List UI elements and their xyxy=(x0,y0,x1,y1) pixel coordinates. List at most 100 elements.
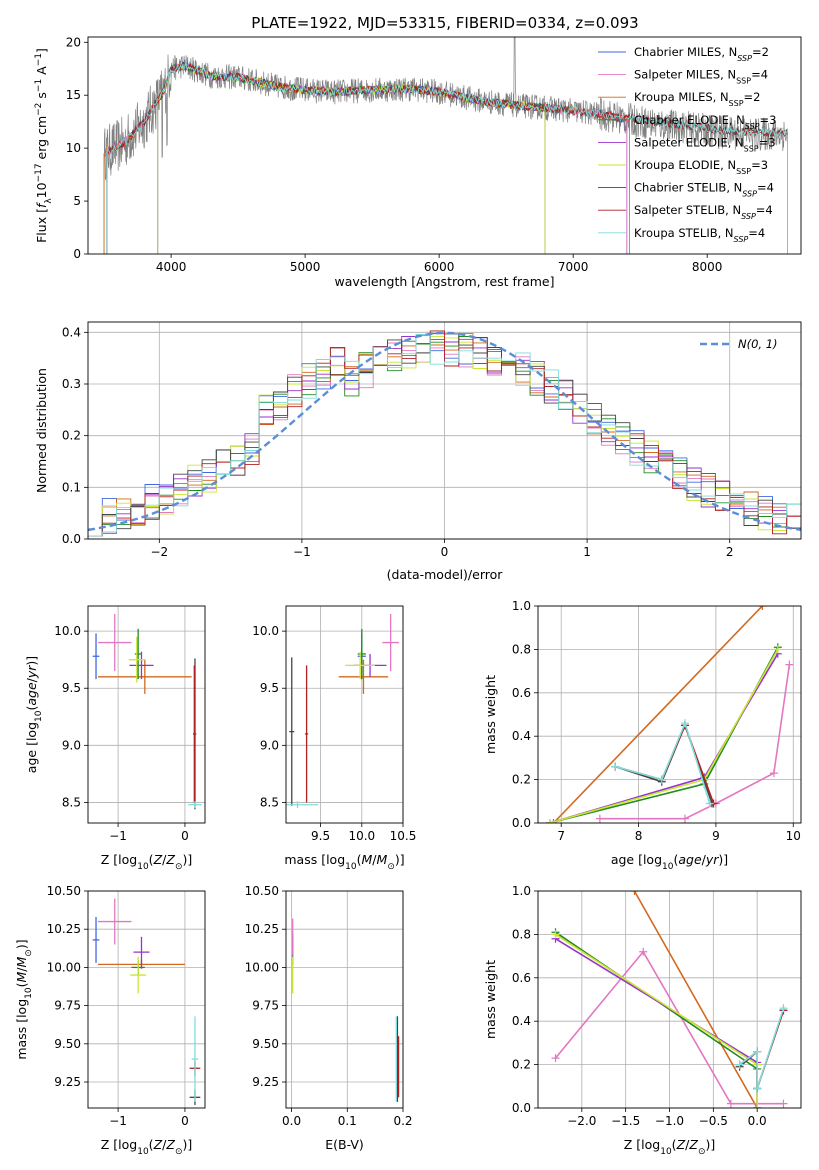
mass-vs-z-ytick-label: 9.50 xyxy=(54,1037,81,1051)
residuals-xtick-label: 1 xyxy=(583,545,591,559)
mass-weight-marker xyxy=(639,947,648,956)
mass-weight-line xyxy=(549,646,779,823)
age-vs-mass-ytick-label: 8.5 xyxy=(260,795,279,809)
age-vs-mass-ytick-label: 10.0 xyxy=(252,624,279,638)
mass-weight-marker xyxy=(773,645,782,654)
spectrum-ytick-label: 20 xyxy=(66,35,81,49)
legend-label: Chabrier STELIB, NSSP=4 xyxy=(634,181,774,199)
legend-label: Salpeter ELODIE, NSSP=3 xyxy=(634,135,776,153)
mass-weight-marker xyxy=(705,799,714,808)
mass-weight-vs-z-xtick-label: −1.5 xyxy=(611,1114,640,1128)
mass-weight-vs-z-panel: −2.0 −1.5 −1.0 −0.5 0.0 0.0 0.2 0.4 0.6 0.8 1.0 Z [… xyxy=(483,884,802,1157)
spectrum-ytick-label: 10 xyxy=(66,141,81,155)
spectrum-plot-area xyxy=(103,37,788,254)
spectrum-xtick-label: 6000 xyxy=(424,260,455,274)
legend-label: Kroupa ELODIE, NSSP=3 xyxy=(634,158,768,176)
mass-weight-line xyxy=(599,664,791,820)
age-vs-z-plot-area xyxy=(92,613,202,810)
age-vs-z-xtick-label: −1 xyxy=(109,829,127,843)
mass-weight-marker xyxy=(630,891,639,895)
mass-weight-vs-age-xlabel: age [log10(age/yr)] xyxy=(611,852,728,872)
mass-vs-ebv-ytick-label: 9.50 xyxy=(252,1037,279,1051)
mass-vs-ebv-plot-area xyxy=(292,918,400,1102)
age-vs-z-panel: −1 0 8.5 9.0 9.5 10.0 Z [log10(Z/Z⊙)] age [log1… xyxy=(24,605,206,872)
mass-weight-marker xyxy=(726,1099,735,1108)
mass-weight-vs-age-plot-area xyxy=(545,606,794,823)
mass-vs-z-ytick-label: 10.25 xyxy=(47,922,81,936)
age-vs-mass-xlabel: mass [log10(M/M⊙)] xyxy=(284,852,404,872)
mass-vs-ebv-xtick-label: 0.0 xyxy=(282,1114,301,1128)
mass-vs-z-xtick-label: 0 xyxy=(181,1114,189,1128)
spectrum-xtick-label: 5000 xyxy=(290,260,321,274)
mass-weight-vs-age-frame xyxy=(537,605,802,824)
mass-vs-z-xlabel: Z [log10(Z/Z⊙)] xyxy=(101,1137,193,1157)
age-vs-mass-plot-area xyxy=(286,613,399,809)
spectrum-ytick-label: 5 xyxy=(73,194,81,208)
mass-weight-vs-age-panel: 7 8 9 10 0.0 0.2 0.4 0.6 0.8 1.0 age [log10(age/yr… xyxy=(483,599,802,872)
mass-weight-marker xyxy=(758,606,767,610)
mass-vs-z-plot-area xyxy=(92,898,201,1105)
spectrum-xtick-label: 8000 xyxy=(692,260,723,274)
legend-label: Salpeter MILES, NSSP=4 xyxy=(634,68,768,86)
mass-weight-vs-z-xtick-label: −1.0 xyxy=(655,1114,684,1128)
mass-vs-ebv-ytick-label: 10.00 xyxy=(245,960,279,974)
spectrum-ylabel: Flux [fλ10−17 erg cm−2 s−1 A−1] xyxy=(34,48,54,243)
mass-vs-z-panel: −1 0 9.25 9.50 9.75 10.00 10.25 10.50 Z [log10(Z… xyxy=(14,884,206,1157)
mass-weight-vs-age-ytick-label: 0.8 xyxy=(512,642,531,656)
mass-vs-z-frame xyxy=(87,890,206,1109)
residuals-panel: −2 −1 0 1 2 0.0 0.1 0.2 0.3 0.4 N(0, 1) (data-model… xyxy=(34,321,802,582)
mass-weight-marker xyxy=(680,719,689,728)
residuals-xtick-label: 2 xyxy=(726,545,734,559)
mass-weight-marker xyxy=(611,762,620,771)
mass-vs-ebv-xlabel: E(B-V) xyxy=(325,1137,364,1152)
mass-vs-z-xtick-label: −1 xyxy=(109,1114,127,1128)
residuals-xtick-label: 0 xyxy=(441,545,449,559)
mass-vs-ebv-xtick-label: 0.1 xyxy=(338,1114,357,1128)
mass-weight-marker xyxy=(735,1060,744,1069)
spectrum-frame xyxy=(87,36,802,255)
mass-weight-line xyxy=(615,723,715,804)
mass-weight-marker xyxy=(549,819,558,823)
mass-weight-vs-age-ytick-label: 0.6 xyxy=(512,686,531,700)
mass-weight-vs-z-ytick-label: 1.0 xyxy=(512,884,531,898)
spectrum-panel: 4000 5000 6000 7000 8000 0 5 10 15 20 wavelength [… xyxy=(34,35,802,289)
legend-label: Kroupa MILES, NSSP=2 xyxy=(634,90,760,108)
mass-weight-line xyxy=(739,1007,785,1089)
age-vs-mass-ytick-label: 9.5 xyxy=(260,681,279,695)
mass-weight-vs-z-xtick-label: 0.0 xyxy=(748,1114,767,1128)
residuals-xlabel: (data-model)/error xyxy=(387,567,504,582)
mass-weight-vs-z-plot-area xyxy=(551,891,788,1108)
mass-weight-vs-age-xtick-label: 8 xyxy=(635,829,643,843)
age-vs-z-ytick-label: 8.5 xyxy=(62,795,81,809)
mass-weight-vs-age-ytick-label: 0.4 xyxy=(512,729,531,743)
age-vs-mass-xtick-label: 10.0 xyxy=(348,829,375,843)
residuals-ylabel: Normed distribution xyxy=(34,368,49,493)
mass-vs-ebv-xtick-label: 0.2 xyxy=(393,1114,412,1128)
normal-curve xyxy=(88,331,801,532)
mass-weight-marker xyxy=(595,814,604,823)
mass-weight-marker xyxy=(657,775,666,784)
mass-weight-marker xyxy=(769,769,778,778)
normal-legend-label: N(0, 1) xyxy=(738,337,778,351)
spectrum-ytick-label: 0 xyxy=(73,247,81,261)
mass-weight-marker xyxy=(779,1099,788,1108)
mass-vs-z-ytick-label: 10.50 xyxy=(47,884,81,898)
mass-weight-marker xyxy=(753,1104,762,1108)
age-vs-z-xtick-label: 0 xyxy=(181,829,189,843)
mass-weight-vs-age-xtick-label: 7 xyxy=(557,829,565,843)
mass-weight-marker xyxy=(545,819,554,823)
mass-weight-marker xyxy=(779,1004,788,1013)
mass-vs-z-ytick-label: 9.25 xyxy=(54,1075,81,1089)
mass-weight-vs-z-xtick-label: −2.0 xyxy=(567,1114,596,1128)
mass-weight-vs-age-xtick-label: 9 xyxy=(712,829,720,843)
mass-weight-vs-z-ytick-label: 0.2 xyxy=(512,1058,531,1072)
mass-weight-marker xyxy=(785,660,794,669)
mass-weight-marker xyxy=(753,1084,762,1093)
residuals-ytick-label: 0.0 xyxy=(62,532,81,546)
observed-spectrum-line xyxy=(103,37,788,181)
mass-vs-z-ylabel: mass [log10(M/M⊙)] xyxy=(14,939,34,1059)
mass-weight-vs-z-ytick-label: 0.8 xyxy=(512,927,531,941)
figure-title: PLATE=1922, MJD=53315, FIBERID=0334, z=0… xyxy=(251,14,638,32)
age-vs-z-ytick-label: 10.0 xyxy=(54,624,81,638)
